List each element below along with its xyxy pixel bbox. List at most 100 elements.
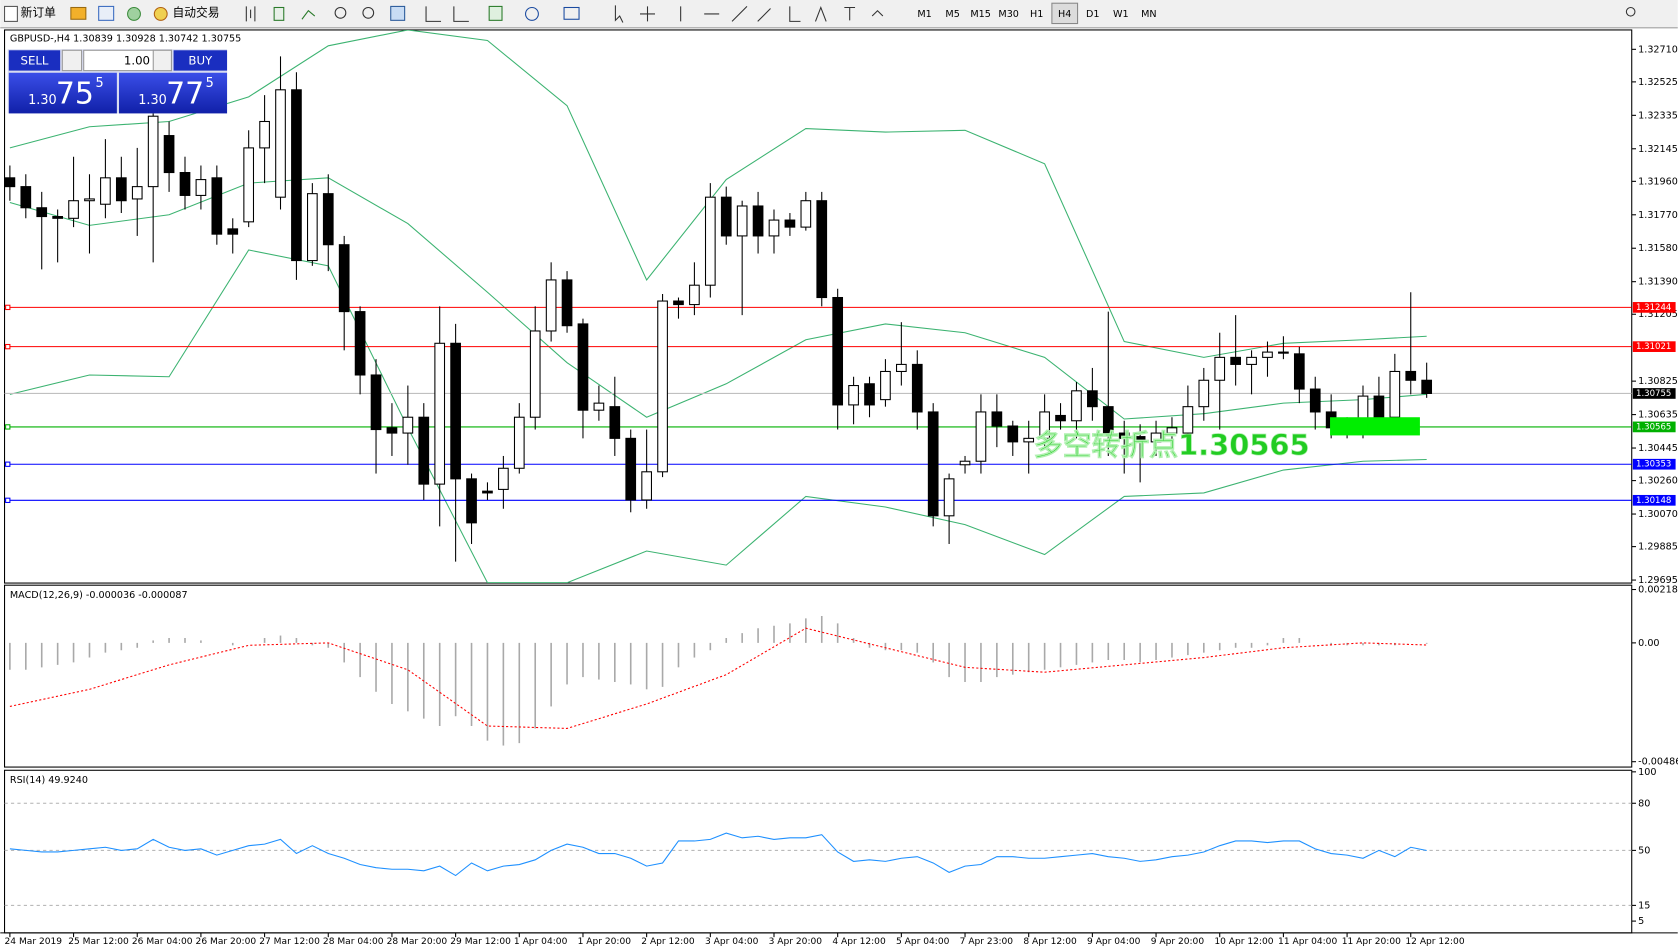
level-anchor [5,461,11,467]
candle-body [291,89,302,262]
candle-body [784,219,796,228]
candle-body [163,135,175,174]
y-tick-label: 15 [1638,900,1650,911]
icon[interactable] [98,5,115,21]
time-label: 9 Apr 20:00 [1151,937,1205,947]
icon[interactable] [525,6,539,21]
timeframe-button[interactable]: H1 [1030,9,1043,20]
macd-plot [9,615,1428,746]
timeframe-button[interactable]: W1 [1113,9,1129,20]
toolbar-icons [245,5,1636,23]
candle-body [1166,427,1178,434]
candle-body [115,177,127,202]
y-tick-label: 1.30445 [1638,443,1678,454]
icon[interactable] [488,5,503,21]
icon[interactable] [70,6,87,20]
candle-body [402,416,414,434]
symbol-header: GBPUSD-,H4 1.30839 1.30928 1.30742 1.307… [10,34,241,45]
time-label: 1 Apr 04:00 [514,937,568,947]
candle-body [609,406,621,439]
ask-box[interactable] [119,72,228,114]
candle-body [1102,406,1114,434]
icon[interactable] [680,6,771,22]
macd-signal [9,627,1427,729]
active-timeframe [1051,2,1079,25]
timeframe-bar: M1 M5 M15 M30 H1 H4 D1 W1 MN [917,2,1157,25]
timeframe-button[interactable]: M15 [970,9,991,20]
candle-body [1055,414,1066,422]
timeframe-button[interactable]: MN [1141,9,1156,20]
icon[interactable] [127,6,141,21]
candle-body [4,177,16,188]
candle-body [1389,370,1401,418]
lots-up[interactable] [152,49,172,72]
buy-label[interactable]: BUY [188,53,213,67]
icon[interactable] [362,6,375,19]
candle-body [1039,411,1050,439]
time-label: 3 Apr 20:00 [769,937,823,947]
lots-value[interactable]: 1.00 [124,53,150,67]
timeframe-button[interactable]: D1 [1086,9,1100,20]
y-tick-label: 1.32710 [1638,44,1678,55]
rsi-axis: 100 80 50 15 5 [1631,767,1656,927]
candle-body [959,460,971,466]
rsi-header: RSI(14) 49.9240 [10,775,88,786]
candle-body [147,115,159,188]
candle-body [211,177,223,235]
candle-body [370,374,382,431]
candle-body [450,342,461,480]
icon[interactable] [390,5,406,21]
icon[interactable] [614,5,624,23]
time-label: 27 Mar 12:00 [259,937,320,947]
candle-body [1134,436,1146,443]
bid-box[interactable] [8,72,117,114]
y-tick-label: 100 [1638,767,1656,778]
icon[interactable] [640,6,655,22]
candle-body [36,207,48,218]
candle-body [736,205,748,237]
time-label: 5 Apr 04:00 [896,937,950,947]
timeframe-button[interactable]: H4 [1058,9,1071,20]
time-axis: 24 Mar 2019 25 Mar 12:00 26 Mar 04:00 26 Ma… [5,932,1465,947]
candle-body [657,300,668,473]
candle-body [1023,437,1035,443]
new-order-button[interactable]: 新订单 [4,5,57,22]
time-label: 11 Apr 04:00 [1278,937,1337,947]
candle-body [561,279,573,327]
icon[interactable] [273,6,285,21]
time-label: 3 Apr 04:00 [705,937,759,947]
candle-body [131,186,143,200]
level-label: 1.30353 [1636,460,1671,470]
button-label: 自动交易 [173,5,220,19]
y-tick-label: 1.32335 [1638,110,1678,121]
candle-body [20,186,32,209]
buy-button[interactable] [173,50,228,71]
level-anchor [5,497,11,503]
candle-body [322,193,334,246]
timeframe-button[interactable]: M1 [917,9,931,20]
candle-body [307,193,318,262]
auto-trading-button[interactable]: 自动交易 [153,5,220,21]
icon[interactable] [789,5,884,22]
icon[interactable] [425,6,469,22]
candle-body [1150,432,1162,443]
search-icon[interactable] [1625,6,1636,17]
candle-body [943,478,955,517]
candle-body [577,323,589,411]
candle-body [1262,351,1273,358]
sell-label[interactable]: SELL [21,53,49,67]
y-tick-label: 1.31960 [1638,176,1678,187]
icon[interactable] [334,6,347,19]
timeframe-button[interactable]: M5 [945,9,959,20]
highlight-box [1330,417,1420,436]
candle-body [243,147,255,223]
icon[interactable] [245,6,256,22]
candle-body [880,370,891,401]
lots-down[interactable] [61,49,83,72]
icon[interactable] [301,9,316,20]
time-label: 1 Apr 20:00 [578,937,632,947]
sell-button[interactable] [8,50,61,71]
candle-body [354,311,366,376]
icon[interactable] [563,6,580,20]
timeframe-button[interactable]: M30 [998,9,1019,20]
